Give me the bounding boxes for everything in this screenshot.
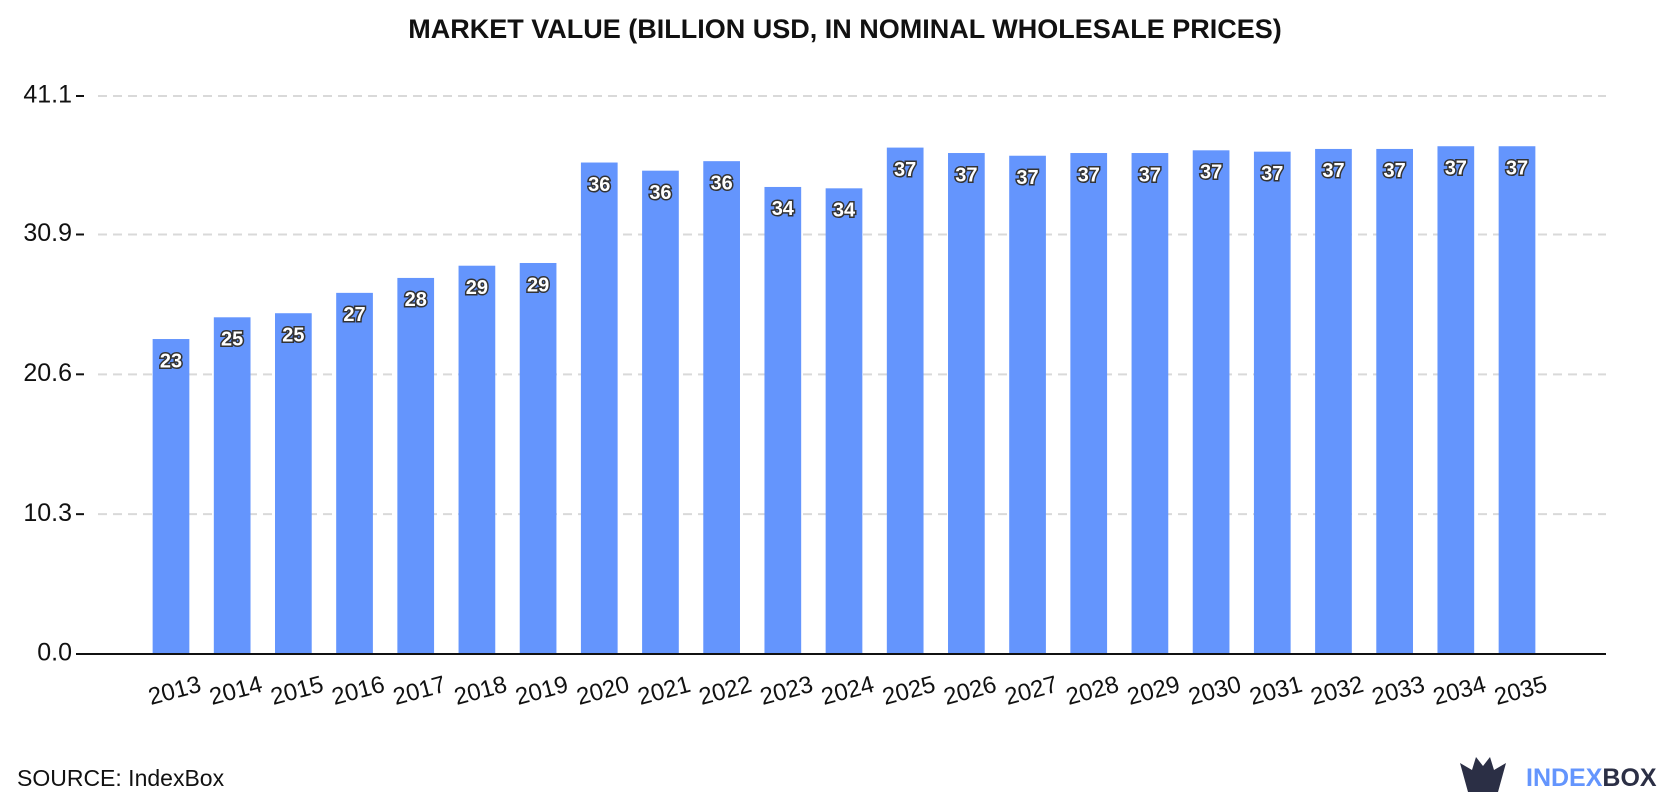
x-tick-label: 2028 xyxy=(1063,671,1122,711)
value-label: 37 xyxy=(1016,167,1038,189)
x-tick-label: 2023 xyxy=(757,671,816,711)
value-label: 37 xyxy=(1506,158,1528,180)
bar xyxy=(275,313,312,654)
value-label: 34 xyxy=(772,198,795,220)
value-label: 25 xyxy=(282,325,304,347)
bar xyxy=(152,339,190,654)
x-tick-label: 2018 xyxy=(451,671,510,711)
x-tick-label: 2033 xyxy=(1369,671,1428,711)
value-label: 36 xyxy=(649,182,671,204)
x-tick-label: 2029 xyxy=(1124,671,1183,711)
x-tick-label: 2014 xyxy=(207,671,266,711)
bar xyxy=(397,277,435,654)
x-tick-label: 2024 xyxy=(818,671,877,711)
x-tick-label: 2026 xyxy=(941,671,1000,711)
x-tick-label: 2013 xyxy=(145,671,204,711)
y-tick-label: 41.1 xyxy=(23,81,72,109)
value-label: 29 xyxy=(527,274,549,296)
value-label: 23 xyxy=(160,350,182,372)
value-label: 37 xyxy=(955,164,977,186)
x-tick-label: 2030 xyxy=(1186,671,1245,711)
x-tick-label: 2035 xyxy=(1491,671,1550,711)
bar xyxy=(519,262,557,654)
value-label: 27 xyxy=(343,304,365,326)
bar xyxy=(1009,155,1046,654)
value-label: 37 xyxy=(1384,160,1406,182)
y-tick-label: 20.6 xyxy=(23,359,72,387)
bar xyxy=(1070,153,1108,654)
value-label: 28 xyxy=(405,289,427,311)
x-tick-label: 2025 xyxy=(880,671,939,711)
bar xyxy=(580,162,618,654)
x-tick-label: 2015 xyxy=(268,671,327,711)
source: SOURCE: IndexBox xyxy=(17,765,225,791)
bar xyxy=(1253,151,1291,654)
logo-icon xyxy=(1460,757,1506,792)
bar xyxy=(1437,146,1475,654)
x-tick-label: 2031 xyxy=(1247,671,1306,711)
logo: INDEXBOX xyxy=(1526,764,1657,792)
x-tick-label: 2021 xyxy=(635,671,694,711)
bar xyxy=(1376,148,1413,654)
bar xyxy=(458,265,496,654)
bar xyxy=(886,147,924,654)
x-tick-label: 2017 xyxy=(390,671,449,711)
bar xyxy=(703,161,740,654)
x-tick-label: 2032 xyxy=(1308,671,1367,711)
bar xyxy=(642,170,679,654)
bar xyxy=(1192,150,1230,654)
value-label: 37 xyxy=(1322,160,1344,182)
value-label: 37 xyxy=(1200,162,1222,184)
x-tick-label: 2020 xyxy=(574,671,633,711)
value-label: 36 xyxy=(711,172,733,194)
bar xyxy=(1131,153,1169,654)
bar xyxy=(764,186,802,654)
chart-title: MARKET VALUE (BILLION USD, IN NOMINAL WH… xyxy=(408,14,1282,44)
value-label: 25 xyxy=(221,329,243,351)
value-label: 34 xyxy=(833,200,856,222)
x-tick-label: 2019 xyxy=(513,671,572,711)
bar xyxy=(213,317,251,654)
x-tick-label: 2027 xyxy=(1002,671,1061,711)
bar xyxy=(1315,148,1352,654)
value-label: 29 xyxy=(466,277,488,299)
x-tick-label: 2016 xyxy=(329,671,388,711)
y-tick-label: 30.9 xyxy=(23,219,72,247)
value-label: 37 xyxy=(1445,158,1467,180)
x-tick-label: 2022 xyxy=(696,671,755,711)
logo-part: BOX xyxy=(1602,764,1657,792)
bar xyxy=(1498,146,1536,654)
value-label: 37 xyxy=(1078,164,1100,186)
value-label: 37 xyxy=(1139,164,1161,186)
bar xyxy=(948,153,985,654)
value-label: 36 xyxy=(588,174,610,196)
logo-part: INDEX xyxy=(1526,764,1603,792)
bar xyxy=(336,292,373,654)
bar xyxy=(825,188,863,654)
y-tick-label: 0.0 xyxy=(37,639,72,667)
y-tick-label: 10.3 xyxy=(23,499,72,527)
x-tick-label: 2034 xyxy=(1430,671,1489,711)
value-label: 37 xyxy=(894,159,916,181)
value-label: 37 xyxy=(1261,163,1283,185)
